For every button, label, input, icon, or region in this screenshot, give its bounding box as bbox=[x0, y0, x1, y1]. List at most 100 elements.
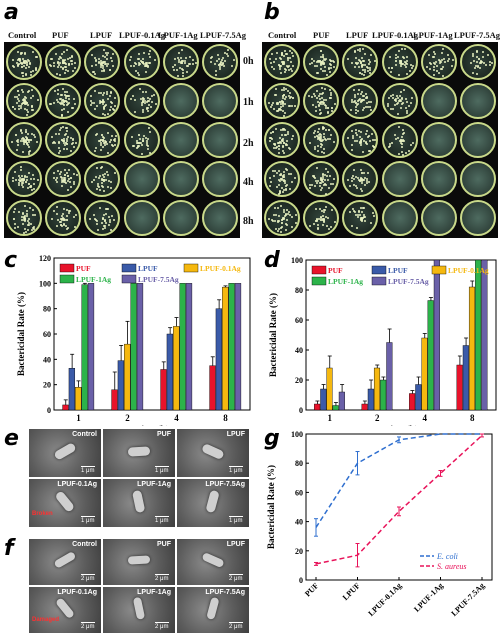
bar bbox=[475, 259, 482, 411]
y-tick-label: 60 bbox=[295, 316, 303, 325]
sem-title: LPUF-1Ag bbox=[137, 589, 171, 596]
petri-dish bbox=[263, 43, 300, 80]
plate-col-label: LPUF bbox=[90, 30, 113, 40]
bar bbox=[209, 365, 216, 411]
petri-dish bbox=[302, 200, 340, 237]
plate-col-label: Control bbox=[8, 30, 37, 40]
sem-title: LPUF-1Ag bbox=[137, 481, 171, 488]
petri-dish bbox=[84, 43, 121, 80]
petri-dish bbox=[460, 200, 497, 237]
petri-dish bbox=[5, 82, 42, 119]
plate-col-label: LPUF-1Ag bbox=[413, 30, 453, 40]
plot-frame bbox=[305, 259, 497, 411]
bar bbox=[314, 403, 321, 411]
time-label: 1h bbox=[243, 97, 254, 108]
panel-letter-f: f bbox=[4, 536, 14, 561]
scale-bar: 1 μm bbox=[229, 468, 243, 474]
scale-bar: 2 μm bbox=[155, 624, 169, 630]
sem-grid-e: Control 1 μm PUF 1 μm LPUF 1 μm LPUF-0.1Ag 1 μm… bbox=[28, 428, 250, 528]
legend-swatch bbox=[121, 274, 137, 284]
plate-col-label: LPUF-1Ag bbox=[158, 30, 198, 40]
bacterium-shape bbox=[53, 442, 77, 461]
time-label: 0h bbox=[243, 56, 254, 67]
sem-image: LPUF-1Ag 2 μm bbox=[102, 586, 176, 634]
time-label: 4h bbox=[243, 177, 254, 188]
x-tick-label: 2 bbox=[375, 413, 380, 423]
petri-dish bbox=[123, 200, 160, 237]
petri-dish bbox=[44, 43, 82, 80]
petri-dish bbox=[381, 82, 418, 119]
bar bbox=[185, 283, 193, 411]
x-tick-label: 4 bbox=[423, 413, 428, 423]
petri-dish bbox=[162, 82, 200, 119]
y-tick-label: 20 bbox=[43, 381, 51, 390]
bar bbox=[462, 345, 469, 411]
bar bbox=[124, 343, 131, 411]
bacterium-shape bbox=[127, 555, 150, 566]
x-tick-label: LPUF-7.5Ag bbox=[449, 581, 486, 618]
bacterium-shape bbox=[201, 443, 225, 460]
bar bbox=[117, 360, 125, 411]
y-tick-label: 0 bbox=[47, 406, 51, 415]
legend-swatch bbox=[371, 265, 387, 275]
bacterium-shape bbox=[201, 552, 225, 569]
petri-dish bbox=[302, 43, 340, 80]
y-tick-label: 40 bbox=[295, 346, 303, 355]
petri-dish bbox=[202, 200, 239, 237]
bar bbox=[234, 283, 242, 411]
y-tick-label: 100 bbox=[291, 430, 303, 439]
sem-image: LPUF-7.5Ag 2 μm bbox=[176, 586, 250, 634]
petri-dish bbox=[202, 43, 239, 80]
y-axis-label: Bactericidal Rate (%) bbox=[16, 292, 26, 376]
legend-label: PUF bbox=[76, 264, 91, 273]
scale-bar: 1 μm bbox=[229, 518, 243, 524]
panel-letter-g: g bbox=[264, 426, 280, 451]
petri-dish bbox=[84, 200, 121, 237]
sem-title: LPUF-7.5Ag bbox=[205, 481, 245, 488]
bar bbox=[81, 284, 88, 411]
petri-dish bbox=[460, 43, 497, 80]
y-tick-label: 120 bbox=[39, 254, 51, 263]
bar bbox=[427, 300, 434, 411]
x-tick-label: 4 bbox=[174, 413, 179, 423]
legend-label: LPUF bbox=[138, 264, 158, 273]
panel-letter-e: e bbox=[4, 426, 19, 451]
bacterium-shape bbox=[127, 446, 150, 457]
petri-dish bbox=[263, 161, 300, 198]
bar bbox=[179, 283, 186, 411]
petri-dish bbox=[263, 82, 300, 119]
legend-label: LPUF-0.1Ag bbox=[200, 264, 241, 273]
petri-dish bbox=[123, 161, 160, 198]
legend-swatch bbox=[311, 276, 327, 286]
bar bbox=[166, 333, 174, 411]
legend-label: LPUF bbox=[388, 266, 408, 275]
petri-dish bbox=[420, 121, 458, 159]
legend-label: LPUF-0.1Ag bbox=[448, 266, 489, 275]
bar bbox=[415, 384, 422, 411]
x-axis-label: Time(h) bbox=[384, 425, 418, 426]
y-tick-label: 20 bbox=[295, 376, 303, 385]
petri-dish bbox=[381, 43, 418, 80]
y-tick-label: 40 bbox=[295, 518, 303, 527]
legend-swatch bbox=[59, 274, 75, 284]
plate-grid-b bbox=[262, 42, 498, 238]
petri-dish bbox=[162, 200, 200, 237]
petri-dish bbox=[5, 200, 42, 237]
x-tick-label: 2 bbox=[125, 413, 130, 423]
legend-label: E. coli bbox=[436, 552, 458, 561]
legend-swatch bbox=[59, 263, 75, 273]
scale-bar: 2 μm bbox=[229, 624, 243, 630]
petri-dish bbox=[302, 121, 340, 159]
petri-dish bbox=[84, 161, 121, 198]
bar bbox=[173, 326, 180, 411]
sem-annotation: Broken bbox=[32, 511, 53, 517]
legend-swatch bbox=[311, 265, 327, 275]
petri-dish bbox=[342, 82, 379, 119]
sem-image: LPUF-1Ag 1 μm bbox=[102, 478, 176, 528]
bar bbox=[320, 388, 327, 411]
x-tick-label: 8 bbox=[470, 413, 475, 423]
petri-dish bbox=[460, 82, 497, 119]
sem-image: LPUF-0.1Ag 1 μm Broken bbox=[28, 478, 102, 528]
petri-dish bbox=[342, 43, 379, 80]
legend-label: LPUF-7.5Ag bbox=[138, 275, 179, 284]
